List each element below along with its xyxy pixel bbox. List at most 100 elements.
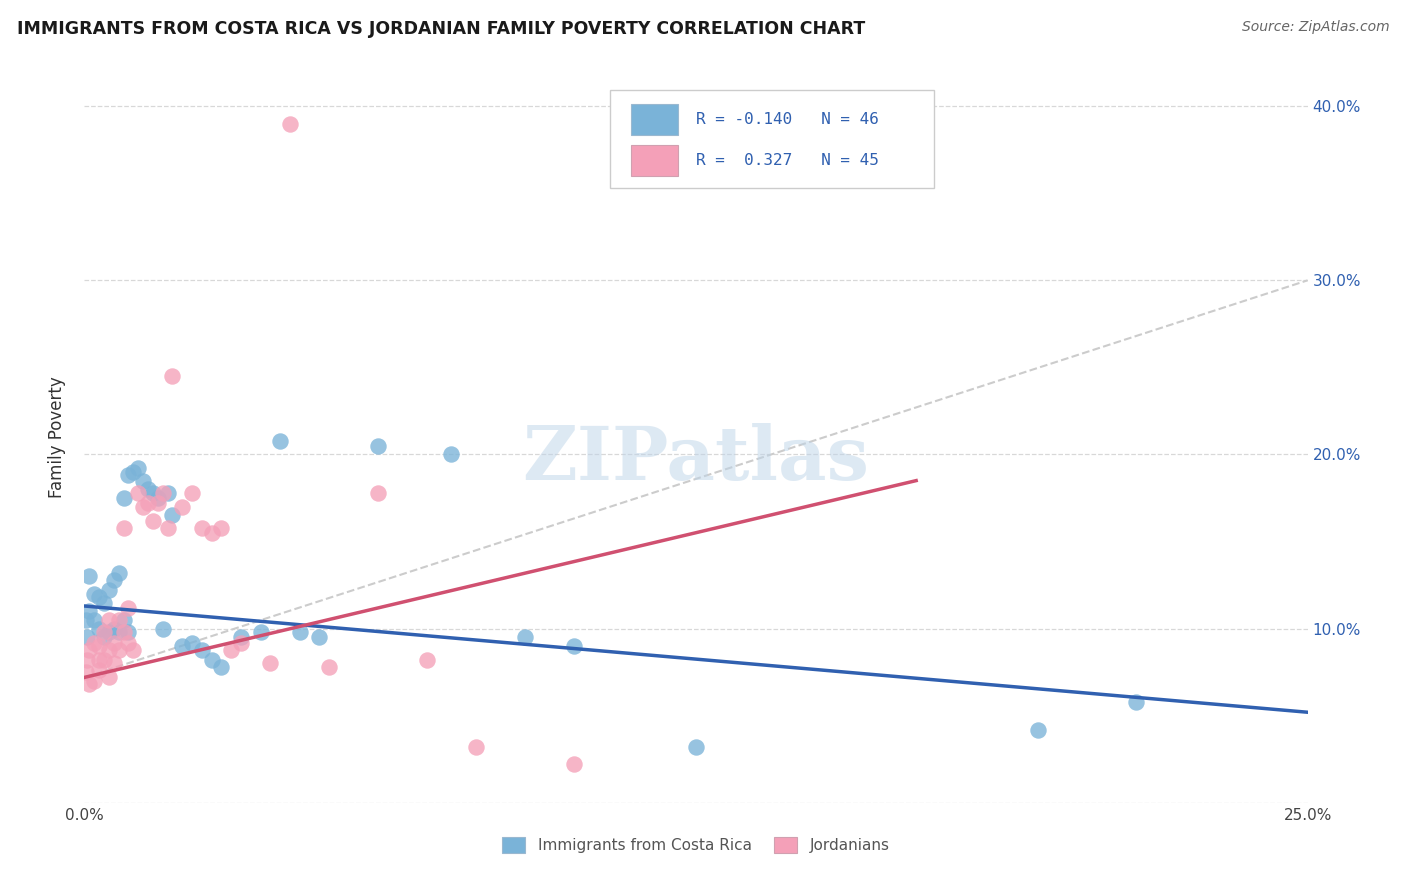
Point [87, 653, 110, 667]
Point [103, 573, 125, 587]
Point [83, 613, 105, 627]
Point [107, 613, 129, 627]
Point [83, 635, 105, 649]
Point [219, 642, 242, 657]
Bar [631, 104, 678, 135]
Point [136, 483, 159, 497]
Point [75, 665, 97, 680]
Point [97, 613, 120, 627]
Point [132, 500, 155, 514]
Point [288, 625, 311, 640]
Point [200, 525, 222, 540]
Point [122, 642, 145, 657]
Point [97, 583, 120, 598]
Point [77, 569, 100, 583]
Point [181, 635, 204, 649]
Point [513, 631, 536, 645]
Point [87, 622, 110, 636]
Point [87, 639, 110, 653]
Point [117, 600, 139, 615]
Point [367, 439, 389, 453]
Point [107, 642, 129, 657]
Point [117, 625, 139, 640]
Text: R = -0.140   N = 46: R = -0.140 N = 46 [696, 112, 879, 128]
Point [200, 653, 222, 667]
Point [685, 740, 707, 755]
Point [87, 591, 110, 605]
Point [152, 485, 174, 500]
Point [146, 491, 169, 505]
Text: Source: ZipAtlas.com: Source: ZipAtlas.com [1241, 20, 1389, 34]
Point [278, 117, 301, 131]
Point [97, 642, 120, 657]
Bar [631, 145, 678, 176]
Point [229, 635, 252, 649]
Point [136, 496, 159, 510]
Point [87, 664, 110, 678]
Point [107, 566, 129, 580]
Point [142, 485, 165, 500]
Point [112, 613, 135, 627]
Point [132, 474, 155, 488]
Point [103, 657, 125, 671]
Point [367, 485, 389, 500]
Point [97, 670, 120, 684]
Point [308, 631, 330, 645]
Point [209, 521, 232, 535]
Point [259, 657, 281, 671]
Point [440, 448, 463, 462]
Point [162, 369, 184, 384]
Point [117, 635, 139, 649]
Y-axis label: Family Poverty: Family Poverty [48, 376, 66, 498]
Point [209, 660, 232, 674]
Point [146, 496, 169, 510]
Text: ZIPatlas: ZIPatlas [523, 423, 869, 496]
FancyBboxPatch shape [610, 90, 935, 188]
Point [191, 521, 214, 535]
Point [562, 639, 585, 653]
Point [464, 740, 486, 755]
Point [127, 485, 149, 500]
Point [76, 653, 98, 667]
Point [103, 622, 125, 636]
Text: IMMIGRANTS FROM COSTA RICA VS JORDANIAN FAMILY POVERTY CORRELATION CHART: IMMIGRANTS FROM COSTA RICA VS JORDANIAN … [17, 20, 865, 37]
Point [127, 461, 149, 475]
Point [156, 485, 179, 500]
Point [112, 521, 135, 535]
Point [83, 673, 105, 688]
Point [269, 434, 291, 448]
Point [77, 677, 100, 691]
Text: R =  0.327   N = 45: R = 0.327 N = 45 [696, 153, 879, 168]
Point [93, 653, 115, 667]
Point [156, 521, 179, 535]
Point [191, 642, 214, 657]
Point [93, 625, 115, 640]
Point [172, 500, 194, 514]
Point [93, 595, 115, 609]
Point [229, 631, 252, 645]
Point [117, 468, 139, 483]
Point [97, 625, 120, 640]
Legend: Immigrants from Costa Rica, Jordanians: Immigrants from Costa Rica, Jordanians [495, 830, 897, 861]
Point [162, 508, 184, 523]
Point [122, 465, 145, 479]
Point [152, 622, 174, 636]
Point [181, 485, 204, 500]
Point [142, 514, 165, 528]
Point [172, 639, 194, 653]
Point [249, 625, 271, 640]
Point [76, 631, 98, 645]
Point [416, 653, 439, 667]
Point [77, 604, 100, 618]
Point [75, 613, 97, 627]
Point [112, 491, 135, 505]
Point [107, 625, 129, 640]
Point [318, 660, 340, 674]
Point [103, 635, 125, 649]
Point [1125, 695, 1147, 709]
Point [562, 757, 585, 772]
Point [93, 631, 115, 645]
Point [1028, 723, 1050, 737]
Point [112, 625, 135, 640]
Point [83, 587, 105, 601]
